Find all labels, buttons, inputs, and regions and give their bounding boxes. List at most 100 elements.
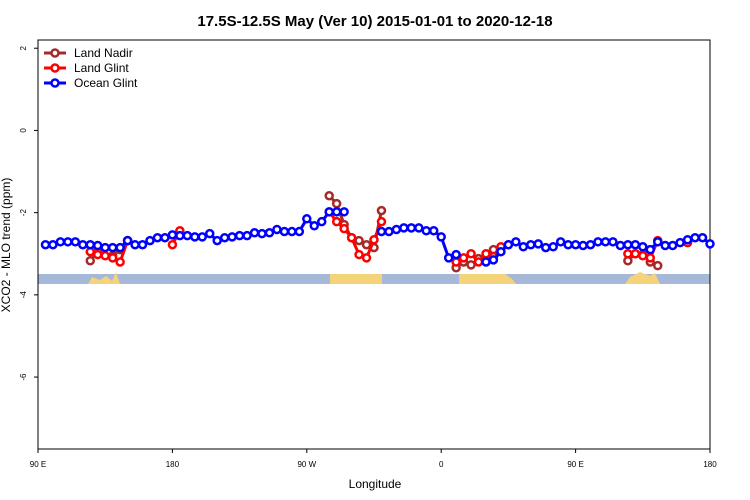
data-point xyxy=(346,232,357,243)
y-tick-label: 0 xyxy=(19,128,28,133)
legend-label: Land Glint xyxy=(74,61,129,75)
data-point xyxy=(608,237,618,247)
data-point xyxy=(107,242,118,253)
data-point xyxy=(361,239,372,250)
data-point xyxy=(324,207,334,217)
data-point xyxy=(436,232,446,242)
data-point xyxy=(690,232,700,243)
data-point xyxy=(339,207,349,217)
data-point xyxy=(115,257,125,267)
data-point xyxy=(331,216,342,227)
land-area xyxy=(330,274,382,284)
data-point xyxy=(197,232,208,242)
data-point xyxy=(100,251,110,261)
data-point xyxy=(302,214,312,224)
data-point xyxy=(660,240,670,251)
data-point xyxy=(645,253,656,263)
data-point xyxy=(555,237,566,247)
data-point xyxy=(697,232,708,243)
data-point xyxy=(190,232,200,242)
data-point xyxy=(361,253,372,263)
y-tick-label: -2 xyxy=(19,209,28,217)
data-point xyxy=(287,226,297,237)
x-tick-label: 90 E xyxy=(567,460,583,469)
data-point xyxy=(481,257,491,267)
data-point xyxy=(428,225,439,236)
data-point xyxy=(526,239,536,250)
data-point xyxy=(488,255,499,265)
data-point xyxy=(585,239,596,250)
data-point xyxy=(249,228,260,238)
data-point xyxy=(496,246,506,257)
data-point xyxy=(167,230,178,240)
data-point xyxy=(645,244,656,255)
data-point xyxy=(55,237,66,247)
data-point xyxy=(175,230,185,241)
data-point xyxy=(384,226,394,237)
data-point xyxy=(466,260,476,270)
legend-marker xyxy=(50,78,60,88)
legend-label: Ocean Glint xyxy=(74,76,138,90)
data-point xyxy=(63,237,73,247)
data-point xyxy=(242,230,252,241)
data-point xyxy=(548,242,558,252)
y-axis-label: XCO2 - MLO trend (ppm) xyxy=(0,178,13,313)
x-axis-label: Longitude xyxy=(349,477,402,491)
data-point xyxy=(458,253,469,263)
data-point xyxy=(85,239,96,250)
data-point xyxy=(167,239,178,250)
x-tick-label: 180 xyxy=(703,460,717,469)
data-point xyxy=(257,228,267,239)
data-point xyxy=(667,240,678,251)
data-point xyxy=(40,239,51,250)
data-point xyxy=(376,226,387,237)
data-point xyxy=(563,239,573,250)
data-point xyxy=(376,205,387,216)
data-point xyxy=(316,216,327,227)
data-point xyxy=(48,239,58,250)
x-tick-label: 90 E xyxy=(30,460,46,469)
data-point xyxy=(652,260,663,271)
data-point xyxy=(212,235,222,246)
data-point xyxy=(107,253,118,263)
data-point xyxy=(466,248,476,259)
data-point xyxy=(540,242,551,253)
data-point xyxy=(376,216,387,227)
legend-marker xyxy=(50,63,60,73)
data-point xyxy=(92,240,103,251)
legend-marker xyxy=(50,48,60,58)
data-point xyxy=(354,235,364,246)
data-point xyxy=(160,232,170,243)
data-point xyxy=(473,257,484,267)
data-point xyxy=(652,237,663,247)
data-point xyxy=(115,242,125,253)
data-point xyxy=(570,239,581,250)
data-point xyxy=(264,228,275,238)
data-point xyxy=(638,251,648,261)
data-point xyxy=(623,239,633,250)
land-area xyxy=(459,274,516,284)
y-tick-label: 2 xyxy=(19,45,28,50)
data-point xyxy=(294,226,305,237)
data-point xyxy=(600,237,611,247)
data-point xyxy=(451,249,461,260)
data-point xyxy=(100,242,110,253)
data-point xyxy=(511,237,521,247)
data-point xyxy=(145,235,155,246)
data-point xyxy=(272,224,282,235)
data-point xyxy=(682,235,693,245)
data-point xyxy=(443,253,454,263)
data-point xyxy=(354,249,364,260)
data-point xyxy=(130,239,140,250)
data-point xyxy=(533,239,544,249)
data-point xyxy=(518,242,529,252)
data-point xyxy=(182,230,193,241)
data-point xyxy=(339,223,349,234)
land-area xyxy=(88,272,120,284)
chart-title: 17.5S-12.5S May (Ver 10) 2015-01-01 to 2… xyxy=(197,13,552,30)
y-tick-label: -4 xyxy=(19,291,28,299)
data-point xyxy=(279,226,290,237)
data-point xyxy=(414,223,424,233)
data-point xyxy=(152,232,163,243)
